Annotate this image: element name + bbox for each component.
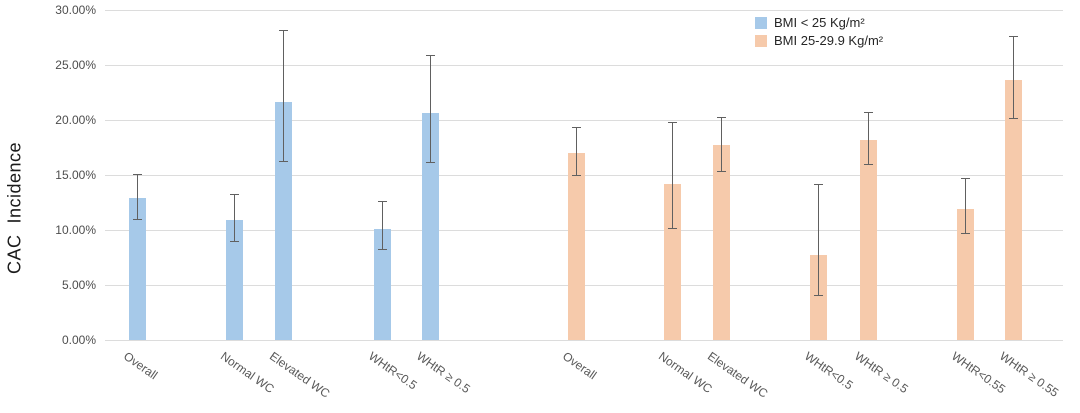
y-axis-ticks: 0.00% 5.00% 10.00% 15.00% 20.00% 25.00% 30.00% — [0, 0, 100, 413]
bar-bmi-under-25 — [128, 198, 146, 340]
legend-item-bmi-under-25: BMI < 25 Kg/m² — [755, 15, 883, 30]
error-bar-cap-bottom — [716, 170, 726, 172]
error-bar-cap-bottom — [863, 164, 873, 166]
error-bar-cap-top — [278, 29, 288, 31]
bar-bmi-under-25 — [373, 228, 391, 340]
bar-bmi-under-25 — [421, 113, 439, 340]
error-bar-cap-bottom — [960, 233, 970, 235]
x-axis-label: WHtR ≥ 0.5 — [851, 349, 911, 396]
error-bar-cap-bottom — [667, 227, 677, 229]
bar-bmi-25-29 — [956, 209, 974, 340]
bar-bmi-25-29 — [663, 183, 681, 340]
error-bar-cap-top — [813, 183, 823, 185]
legend-item-bmi-25-29: BMI 25-29.9 Kg/m² — [755, 33, 883, 48]
error-bar-cap-bottom — [132, 219, 142, 221]
error-bar-line — [282, 29, 284, 162]
legend-label: BMI < 25 Kg/m² — [774, 15, 865, 30]
error-bar-line — [817, 183, 819, 296]
gridline — [105, 339, 1063, 341]
error-bar-line — [964, 178, 966, 235]
bar-bmi-25-29 — [1004, 80, 1022, 340]
x-axis-label: WHtR<0.5 — [801, 349, 856, 393]
error-bar-cap-bottom — [278, 160, 288, 162]
error-bar-cap-bottom — [813, 295, 823, 296]
error-bar-cap-top — [1008, 36, 1018, 38]
error-bar-line — [671, 122, 673, 229]
legend-swatch-blue — [755, 16, 767, 29]
y-tick-label: 10.00% — [55, 223, 96, 237]
legend-swatch-orange — [755, 34, 767, 47]
bar-bmi-25-29 — [809, 255, 827, 340]
error-bar-cap-top — [667, 122, 677, 124]
error-bar-line — [1012, 36, 1014, 119]
bar-bmi-25-29 — [859, 139, 877, 340]
error-bar-line — [429, 55, 431, 163]
error-bar-line — [233, 193, 235, 243]
x-axis-label: Normal WC — [217, 349, 277, 397]
x-axis-label: Overall — [120, 349, 161, 383]
x-axis-label: WHtR<0.5 — [365, 349, 420, 393]
error-bar-cap-bottom — [571, 175, 581, 177]
x-axis-label: WHtR ≥ 0.5 — [413, 349, 473, 396]
gridline — [105, 9, 1063, 11]
error-bar-cap-top — [229, 193, 239, 195]
legend-label: BMI 25-29.9 Kg/m² — [774, 33, 884, 48]
gridline — [105, 119, 1063, 121]
y-tick-label: 0.00% — [61, 333, 96, 347]
bar-bmi-25-29 — [567, 153, 585, 340]
x-axis-label: Normal WC — [655, 349, 715, 397]
error-bar-cap-bottom — [229, 241, 239, 243]
error-bar-line — [720, 116, 722, 172]
error-bar-line — [867, 112, 869, 166]
error-bar-line — [575, 126, 577, 177]
error-bar-cap-top — [716, 116, 726, 118]
y-tick-label: 25.00% — [55, 58, 96, 72]
bar-bmi-under-25 — [225, 220, 243, 340]
bar-bmi-25-29 — [712, 145, 730, 340]
error-bar-cap-top — [571, 126, 581, 128]
x-axis-label: WHtR ≥ 0.55 — [996, 349, 1062, 400]
error-bar-line — [381, 201, 383, 250]
y-tick-label: 30.00% — [55, 3, 96, 17]
error-bar-cap-top — [132, 173, 142, 175]
error-bar-cap-bottom — [425, 161, 435, 163]
x-axis-label: Overall — [559, 349, 600, 383]
error-bar-cap-bottom — [377, 248, 387, 250]
y-tick-label: 15.00% — [55, 168, 96, 182]
x-axis-label: Elevated WC — [704, 349, 771, 401]
x-axis-label: Elevated WC — [266, 349, 333, 401]
error-bar-cap-top — [960, 178, 970, 180]
legend: BMI < 25 Kg/m² BMI 25-29.9 Kg/m² — [755, 15, 883, 51]
error-bar-line — [136, 173, 138, 221]
y-tick-label: 20.00% — [55, 113, 96, 127]
error-bar-cap-top — [425, 55, 435, 57]
plot-area: Overall Normal WC Elevated WC WHtR<0.5 WHtR … — [105, 9, 1063, 401]
error-bar-cap-bottom — [1008, 117, 1018, 119]
error-bar-cap-top — [863, 112, 873, 114]
error-bar-cap-top — [377, 201, 387, 203]
y-tick-label: 5.00% — [61, 278, 96, 292]
gridline — [105, 64, 1063, 66]
